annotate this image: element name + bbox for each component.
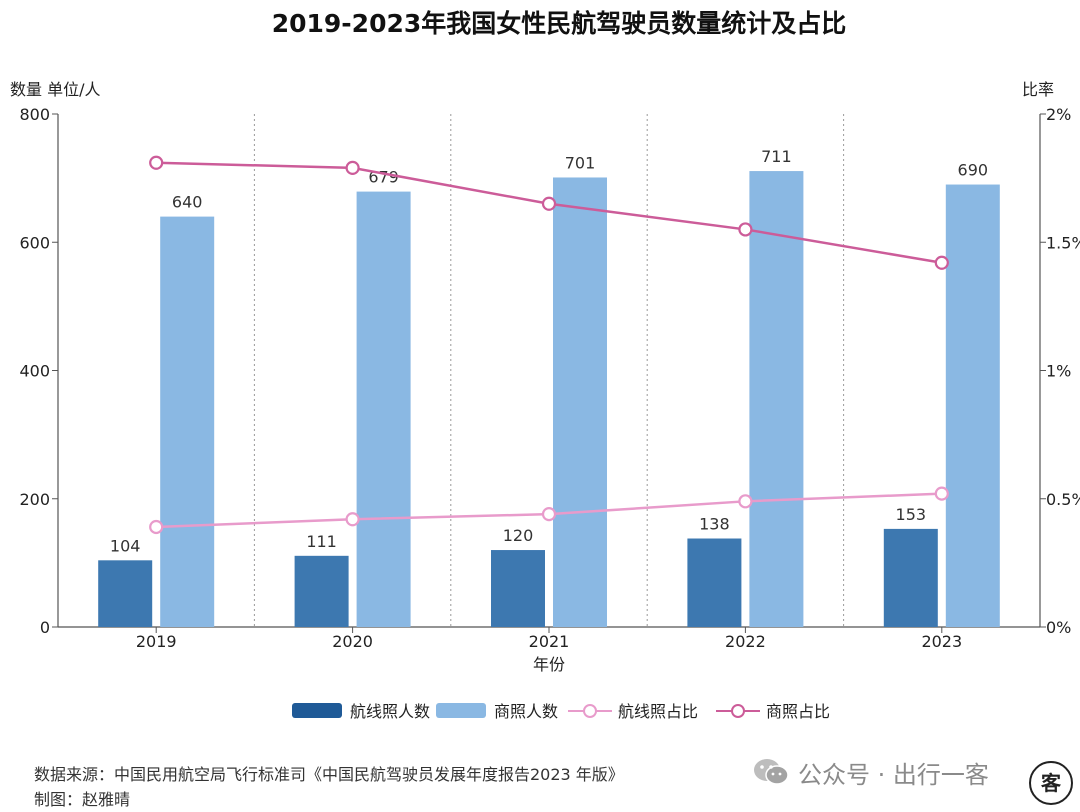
- y-axis-left-title: 数量 单位/人: [10, 80, 100, 99]
- y-tick-label-right: 1.5%: [1046, 233, 1080, 252]
- series-line: [156, 161, 943, 265]
- bar-value-label: 701: [565, 153, 596, 172]
- line-point: [345, 512, 360, 527]
- x-tick-label: 2021: [529, 632, 570, 651]
- line-point: [149, 155, 164, 170]
- y-tick-label-right: 2%: [1046, 105, 1071, 124]
- legend-label: 商照人数: [494, 702, 558, 721]
- bar-value-label: 711: [761, 147, 792, 166]
- y-axis-right-title: 比率: [1022, 80, 1054, 99]
- bar-value-label: 104: [110, 536, 141, 555]
- y-tick-label-right: 1%: [1046, 362, 1071, 381]
- line-point: [541, 196, 557, 211]
- data-source-note: 数据来源：中国民用航空局飞行标准司《中国民航驾驶员发展年度报告2023 年版》: [34, 765, 624, 784]
- author-badge: 客: [1029, 761, 1073, 805]
- legend-label: 商照占比: [766, 702, 830, 721]
- legend-swatch: [436, 703, 486, 718]
- bar-value-label: 153: [896, 505, 927, 524]
- line-point: [541, 507, 557, 522]
- line-point: [738, 222, 753, 237]
- bar: [749, 171, 804, 628]
- bar: [945, 184, 1000, 627]
- y-tick-label-left: 0: [40, 618, 50, 637]
- y-tick-label-left: 200: [19, 490, 50, 509]
- bar: [98, 560, 153, 627]
- bar-value-label: 640: [172, 193, 203, 212]
- line-point: [738, 494, 753, 509]
- watermark-text: 公众号 · 出行一客: [798, 760, 989, 789]
- line-point: [345, 160, 360, 175]
- x-tick-label: 2020: [332, 632, 373, 651]
- y-tick-label-right: 0%: [1046, 618, 1071, 637]
- line-point: [149, 519, 164, 535]
- y-tick-label-right: 0.5%: [1046, 490, 1080, 509]
- watermark: 公众号 · 出行一客: [752, 752, 989, 792]
- bar-value-label: 690: [958, 161, 989, 180]
- legend-swatch: [292, 703, 342, 718]
- line-point: [934, 255, 949, 270]
- legend-label: 航线照人数: [350, 702, 430, 721]
- y-tick-label-left: 600: [19, 233, 50, 252]
- x-axis-title: 年份: [533, 655, 565, 674]
- wechat-icon: [754, 759, 789, 785]
- y-tick-label-left: 400: [19, 362, 50, 381]
- x-tick-label: 2019: [136, 632, 177, 651]
- bar: [356, 191, 411, 627]
- x-tick-label: 2022: [725, 632, 766, 651]
- bar: [160, 216, 215, 627]
- y-tick-label-left: 800: [19, 105, 50, 124]
- x-tick-label: 2023: [921, 632, 962, 651]
- bar-value-label: 120: [503, 526, 534, 545]
- bar: [687, 538, 742, 627]
- bar-value-label: 138: [699, 515, 730, 534]
- chart-title: 2019-2023年我国女性民航驾驶员数量统计及占比: [272, 9, 847, 38]
- line-point: [934, 486, 949, 501]
- bar: [294, 555, 349, 627]
- bar-value-label: 111: [306, 532, 337, 551]
- legend-swatch-marker: [731, 704, 745, 718]
- legend-label: 航线照占比: [618, 702, 698, 721]
- legend-swatch-marker: [583, 704, 597, 718]
- author-note: 制图：赵雅晴: [34, 790, 131, 809]
- bar: [491, 550, 545, 627]
- bar: [883, 528, 938, 627]
- author-badge-text: 客: [1040, 771, 1062, 795]
- bar: [553, 177, 607, 627]
